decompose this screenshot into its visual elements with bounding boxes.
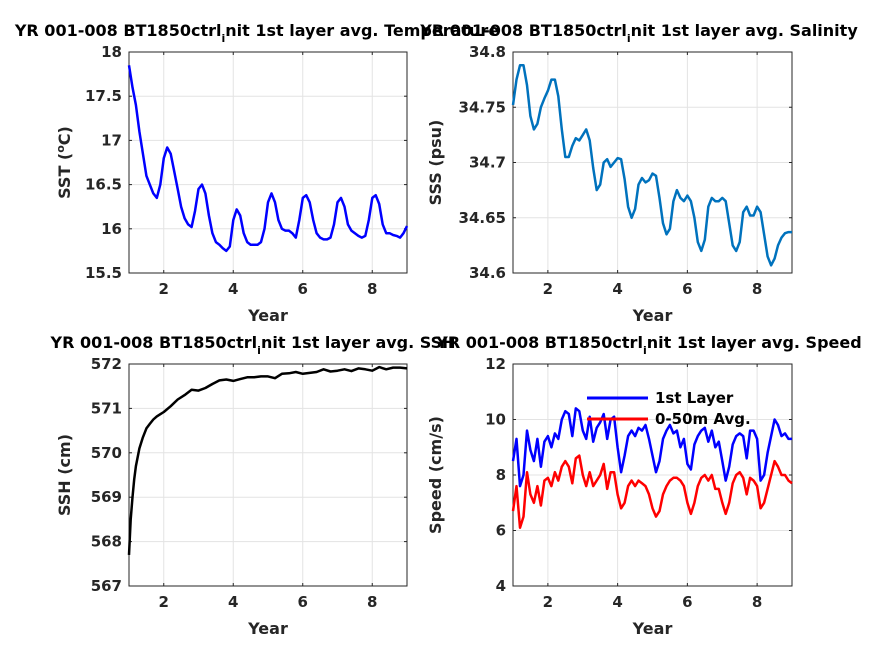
chart-title: YR 001-008 BT1850ctrlinit 1st layer avg.… [419,21,858,45]
y-tick-label: 17.5 [85,87,122,105]
x-tick-label: 6 [298,280,308,298]
y-tick-label: 8 [496,466,506,484]
legend-label: 1st Layer [655,389,734,407]
y-tick-label: 17 [101,131,122,149]
y-tick-label: 16 [101,220,122,238]
y-tick-label: 569 [91,488,122,506]
chart-panel-3: 2 4 6 8 567 568 569 570 571 572 Year SSH (cm) YR 001… [50,333,456,638]
y-tick-label: 34.8 [469,43,506,61]
y-axis-label: SSH (cm) [55,434,74,516]
y-tick-label: 34.6 [469,264,506,282]
x-tick-label: 2 [543,593,553,611]
x-tick-label: 6 [682,593,692,611]
y-tick-label: 567 [91,577,122,595]
x-tick-label: 4 [612,593,622,611]
x-tick-label: 8 [367,593,377,611]
y-tick-label: 6 [496,522,506,540]
y-tick-label: 34.65 [459,209,506,227]
y-tick-label: 568 [91,533,122,551]
y-tick-label: 4 [496,577,506,595]
legend: 1st Layer 0-50m Avg. [587,389,751,428]
y-tick-label: 18 [101,43,122,61]
y-tick-label: 12 [485,355,506,373]
x-tick-label: 4 [228,593,238,611]
y-tick-label: 10 [485,411,506,429]
chart-title: YR 001-008 BT1850ctrlinit 1st layer avg.… [435,333,861,357]
y-tick-label: 572 [91,355,122,373]
x-axis-label: Year [247,306,288,325]
x-tick-label: 8 [752,280,762,298]
y-tick-label: 34.7 [469,154,506,172]
x-axis-label: Year [632,306,673,325]
chart-title: YR 001-008 BT1850ctrlinit 1st layer avg.… [50,333,456,357]
series-line-2 [511,454,793,529]
x-axis-label: Year [632,619,673,638]
x-axis-label: Year [247,619,288,638]
y-axis-label: SSS (psu) [426,120,445,206]
x-tick-label: 6 [682,280,692,298]
series-line-1 [127,65,409,253]
x-tick-label: 4 [612,280,622,298]
legend-label: 0-50m Avg. [655,410,751,428]
y-tick-label: 15.5 [85,264,122,282]
chart-panel-4: 2 4 6 8 4 6 8 10 12 Year Speed (cm/s) 1st Layer 0-50… [426,333,862,638]
axes-box [128,51,408,274]
y-axis-label: SST (oC) [54,126,74,199]
x-tick-label: 2 [159,280,169,298]
chart-panel-2: 2 4 6 8 34.6 34.65 34.7 34.75 34.8 Year SSS (psu) Y… [419,21,858,325]
chart-title: YR 001-008 BT1850ctrlinit 1st layer avg.… [14,21,499,45]
series-line-1 [511,64,792,267]
series-line-1 [511,407,792,488]
x-tick-label: 8 [367,280,377,298]
y-tick-label: 34.75 [459,98,506,116]
series-line-1 [127,365,408,555]
axes-box [128,363,408,587]
x-tick-label: 8 [752,593,762,611]
x-tick-label: 6 [298,593,308,611]
x-tick-label: 2 [543,280,553,298]
y-tick-label: 16.5 [85,176,122,194]
x-tick-label: 4 [228,280,238,298]
y-tick-label: 571 [91,399,122,417]
chart-panel-1: 2 4 6 8 15.5 16 16.5 17 17.5 18 Year SST (oC) YR 001… [14,21,499,325]
x-tick-label: 2 [159,593,169,611]
y-tick-label: 570 [91,444,122,462]
y-axis-label: Speed (cm/s) [426,416,445,534]
